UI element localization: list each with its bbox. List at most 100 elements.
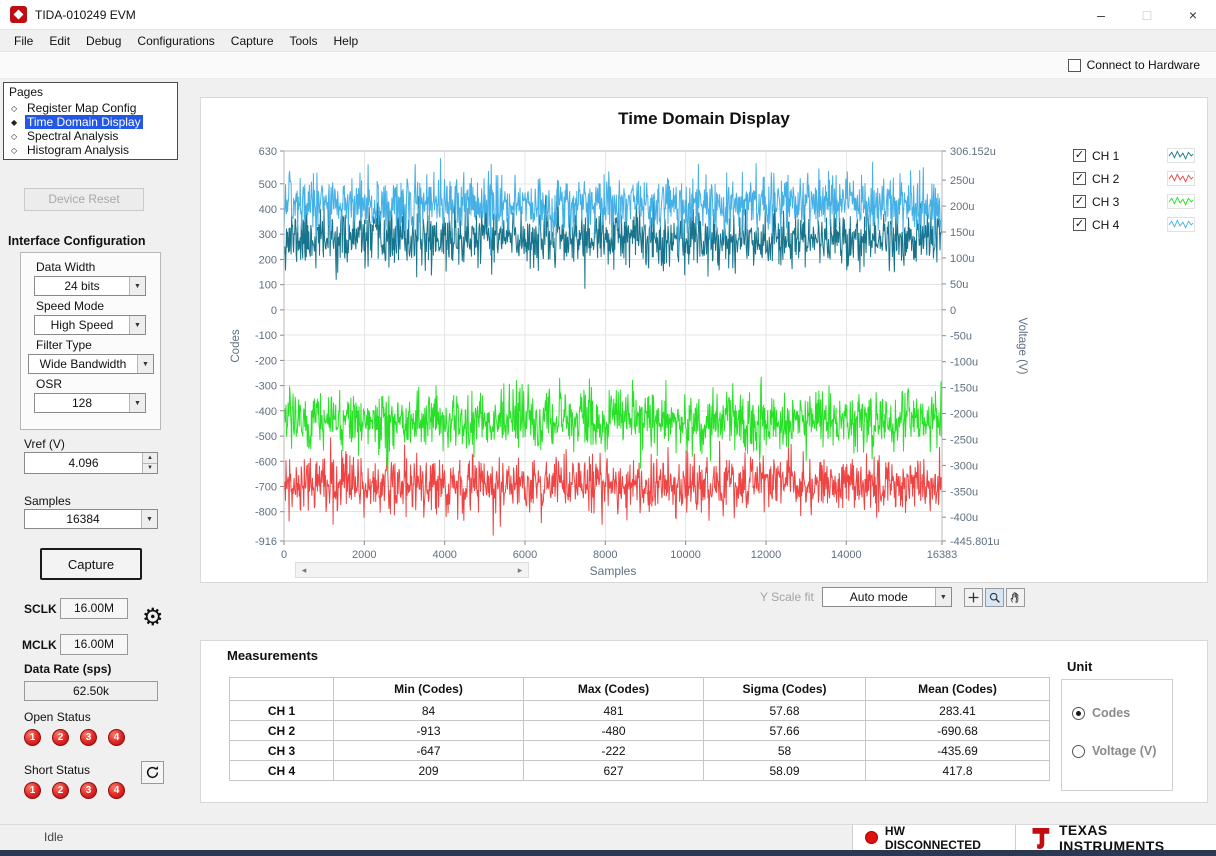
spin-down-button[interactable]: ▼ [143,463,157,473]
menu-item-tools[interactable]: Tools [289,33,318,48]
table-header-row: Min (Codes) Max (Codes) Sigma (Codes) Me… [229,677,1050,701]
radio-icon[interactable] [1072,706,1085,720]
ti-logo: TEXAS INSTRUMENTS [1030,822,1216,854]
ch4-checkbox[interactable]: ✓ [1073,218,1086,231]
svg-text:100u: 100u [950,253,974,265]
page-item-histogram-analysis[interactable]: ◇ Histogram Analysis [11,143,130,157]
table-cell: -222 [523,740,704,761]
dropdown-arrow-icon[interactable]: ▼ [129,277,145,295]
maximize-button[interactable]: □ [1142,6,1152,23]
table-cell: -647 [333,740,524,761]
waveform-icon [1167,217,1195,232]
svg-text:-400u: -400u [950,512,978,524]
time-domain-chart[interactable]: 630 500 400 300 200 100 0 -100 -200 -300 -400 -500 -… [201,98,1209,584]
chart-controls: Y Scale fit Auto mode ▼ [760,587,1025,607]
legend-label: CH 4 [1092,217,1120,232]
chart-panel: Time Domain Display 630 500 400 300 200 100 0-… [200,97,1208,583]
connect-to-hardware-checkbox[interactable] [1067,58,1081,72]
svg-text:-200: -200 [255,355,277,367]
dropdown-arrow-icon[interactable]: ▼ [129,394,145,412]
close-button[interactable]: × [1188,6,1198,23]
table-header-cell: Mean (Codes) [865,677,1050,701]
pan-tool-button[interactable] [1005,587,1025,607]
dropdown-arrow-icon[interactable]: ▼ [141,510,157,528]
legend-item-ch4: ✓ CH 4 [1073,213,1195,236]
dropdown-arrow-icon[interactable]: ▼ [129,316,145,334]
svg-text:50u: 50u [950,279,968,291]
menu-item-debug[interactable]: Debug [86,33,122,48]
osr-dropdown[interactable]: 128 ▼ [34,393,146,413]
filter-type-dropdown[interactable]: Wide Bandwidth ▼ [28,354,154,374]
svg-text:-300: -300 [255,381,277,393]
svg-text:-700: -700 [255,482,277,494]
dropdown-arrow-icon[interactable]: ▼ [934,588,951,606]
open-status-led-1: 1 [24,729,41,746]
svg-text:2000: 2000 [352,549,376,561]
cursor-tool-button[interactable] [963,587,983,607]
diamond-icon: ◇ [11,131,18,141]
measurements-panel: Measurements Min (Codes) Max (Codes) Sig… [200,640,1208,803]
svg-text:100: 100 [259,280,277,292]
row-label: CH 4 [229,760,334,781]
svg-text:6000: 6000 [513,549,537,561]
table-row: CH 4 209 627 58.09 417.8 [229,760,1050,781]
diamond-icon: ◆ [11,117,18,127]
svg-text:-500: -500 [255,431,277,443]
pages-panel: Pages ◇ Register Map Config ◆ Time Domai… [3,82,178,160]
svg-text:0: 0 [950,305,956,317]
ch1-checkbox[interactable]: ✓ [1073,149,1086,162]
y-scale-mode-dropdown[interactable]: Auto mode ▼ [821,587,952,607]
capture-button[interactable]: Capture [40,548,142,580]
svg-text:8000: 8000 [593,549,617,561]
page-item-spectral-analysis[interactable]: ◇ Spectral Analysis [11,129,119,143]
chart-hscrollbar[interactable]: ◂ ▸ [295,562,529,578]
vref-spinbox[interactable]: 4.096 ▲ ▼ [24,452,158,474]
svg-text:-200u: -200u [950,409,978,421]
menu-item-file[interactable]: File [14,33,34,48]
window-title: TIDA-010249 EVM [35,7,136,22]
samples-dropdown[interactable]: 16384 ▼ [24,509,158,529]
diamond-icon: ◇ [11,145,18,155]
hw-status-text: HW DISCONNECTED [884,823,981,852]
unit-radio-codes[interactable]: Codes [1072,706,1130,720]
top-toolbar: Connect to Hardware [0,52,1216,79]
legend-item-ch3: ✓ CH 3 [1073,190,1195,213]
menu-item-edit[interactable]: Edit [49,33,71,48]
sclk-value: 16.00M [60,598,128,619]
settings-gear-button[interactable]: ⚙ [142,606,164,630]
legend-item-ch2: ✓ CH 2 [1073,167,1195,190]
page-item-register-map-config[interactable]: ◇ Register Map Config [11,101,137,115]
speed-mode-dropdown[interactable]: High Speed ▼ [34,315,146,335]
ch2-checkbox[interactable]: ✓ [1073,172,1086,185]
table-cell: -435.69 [865,740,1050,761]
scroll-right-button[interactable]: ▸ [517,564,523,575]
open-status-led-4: 4 [108,729,125,746]
chart-title: Time Domain Display [618,109,790,128]
connect-to-hardware-label: Connect to Hardware [1086,58,1200,72]
zoom-tool-button[interactable] [984,587,1004,607]
menu-item-configurations[interactable]: Configurations [137,33,215,48]
minimize-button[interactable]: – [1097,6,1105,23]
data-width-dropdown[interactable]: 24 bits ▼ [34,276,146,296]
osr-label: OSR [36,377,63,391]
interface-configuration-title: Interface Configuration [8,234,146,248]
statusbar: Idle HW DISCONNECTED TEXAS INSTRUMENTS [0,822,1216,854]
window-titlebar: TIDA-010249 EVM – □ × [0,0,1216,30]
radio-icon[interactable] [1072,744,1085,758]
unit-radio-voltage[interactable]: Voltage (V) [1072,744,1156,758]
svg-text:12000: 12000 [751,549,782,561]
svg-text:-100: -100 [255,330,277,342]
diamond-icon: ◇ [11,103,18,113]
refresh-button[interactable] [141,761,164,784]
page-item-time-domain-display[interactable]: ◆ Time Domain Display [11,115,143,129]
menu-item-help[interactable]: Help [333,33,359,48]
device-reset-button[interactable]: Device Reset [24,188,144,211]
hw-status: HW DISCONNECTED [852,823,1017,852]
menu-item-capture[interactable]: Capture [230,33,274,48]
spin-up-button[interactable]: ▲ [143,453,157,464]
scroll-left-button[interactable]: ◂ [301,564,307,575]
svg-text:250u: 250u [950,175,974,187]
svg-text:200: 200 [259,255,277,267]
ch3-checkbox[interactable]: ✓ [1073,195,1086,208]
dropdown-arrow-icon[interactable]: ▼ [137,355,153,373]
